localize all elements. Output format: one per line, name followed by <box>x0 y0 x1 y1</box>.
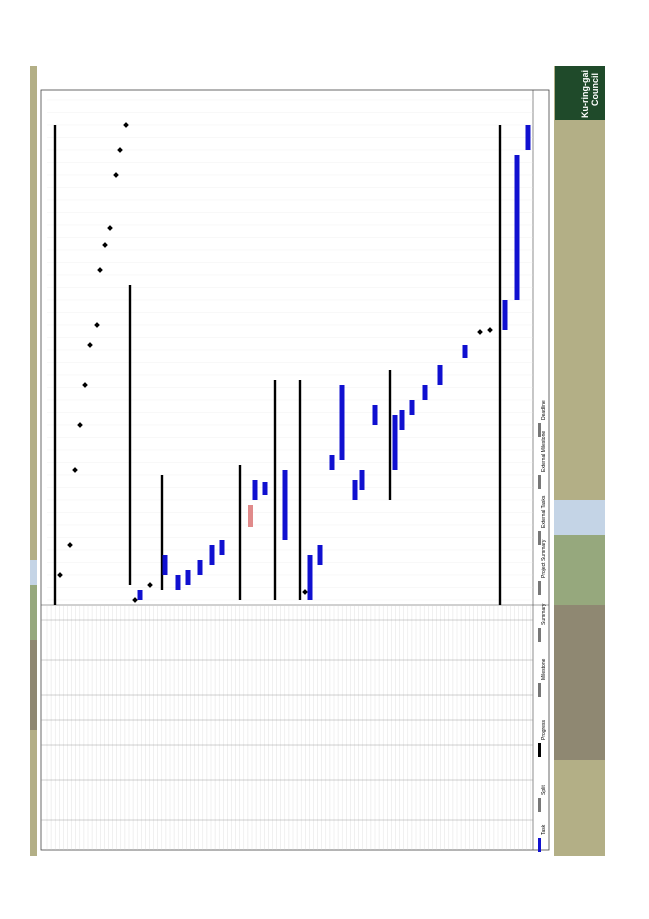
legend-swatch <box>538 628 541 642</box>
milestone <box>57 572 63 578</box>
task-bar <box>514 155 520 300</box>
legend-swatch <box>538 838 541 852</box>
legend-label: External Milestone <box>541 431 547 472</box>
task-bar <box>137 590 143 600</box>
legend-label: External Tasks <box>541 495 547 528</box>
left-strip-blue <box>30 560 37 585</box>
logo-box <box>555 66 605 120</box>
legend-swatch <box>538 683 541 697</box>
task-bar <box>392 415 398 470</box>
right-strip-brown <box>554 605 605 760</box>
task-bar <box>175 575 181 590</box>
task-bar <box>262 482 268 495</box>
legend-swatch <box>538 798 541 812</box>
task-bar <box>329 455 335 470</box>
task-bar <box>372 405 378 425</box>
task-bar <box>219 540 225 555</box>
task-bar <box>317 545 323 565</box>
milestone <box>113 172 119 178</box>
right-strip-green <box>554 535 605 605</box>
left-strip-brown <box>30 640 37 730</box>
right-strip-blue <box>554 500 605 535</box>
logo: Ku-ring-gai Council <box>580 70 600 118</box>
legend-label: Deadline <box>541 400 547 420</box>
task-bar <box>399 410 405 430</box>
milestone <box>87 342 93 348</box>
task-bar <box>437 365 443 385</box>
milestone <box>107 225 113 231</box>
gantt <box>41 99 533 850</box>
legend-label: Project Summary <box>541 539 547 578</box>
task-bar <box>409 400 415 415</box>
milestone <box>117 147 123 153</box>
task-bar <box>252 480 258 500</box>
logo-line2: Council <box>590 73 600 106</box>
milestone <box>67 542 73 548</box>
legend-label: Summary <box>541 603 547 625</box>
task-bar <box>422 385 428 400</box>
milestone <box>132 597 138 603</box>
milestone <box>72 467 78 473</box>
task-bar <box>307 555 313 600</box>
milestone <box>147 582 153 588</box>
gantt-frame <box>40 89 550 851</box>
milestone <box>477 329 483 335</box>
milestone <box>102 242 108 248</box>
milestone <box>487 327 493 333</box>
task-bar <box>525 125 531 150</box>
milestone <box>302 589 308 595</box>
left-strip <box>30 66 37 856</box>
task-bar <box>502 300 508 330</box>
legend-swatch <box>538 531 541 545</box>
left-strip-green <box>30 585 37 640</box>
milestone <box>123 122 129 128</box>
legend-label: Task <box>541 824 547 835</box>
task-bar <box>209 545 215 565</box>
legend: Task Split Progress Milestone Summary Project… <box>538 400 547 852</box>
task-bar <box>197 560 203 575</box>
milestone <box>97 267 103 273</box>
legend-swatch <box>538 475 541 489</box>
task-bar <box>185 570 191 585</box>
milestone <box>82 382 88 388</box>
legend-label: Milestone <box>541 658 547 680</box>
task-bar <box>339 385 345 460</box>
logo-line1: Ku-ring-gai <box>580 70 590 118</box>
legend-swatch <box>538 743 541 757</box>
milestone <box>77 422 83 428</box>
task-bar <box>162 555 168 575</box>
task-bar <box>352 480 358 500</box>
split-bar <box>248 505 253 527</box>
legend-label: Progress <box>541 719 547 740</box>
legend-label: Split <box>541 785 547 795</box>
task-bar <box>462 345 468 358</box>
legend-swatch <box>538 581 541 595</box>
task-bar <box>282 470 288 540</box>
legend-swatch <box>538 423 541 437</box>
task-bar <box>359 470 365 490</box>
milestone <box>94 322 100 328</box>
